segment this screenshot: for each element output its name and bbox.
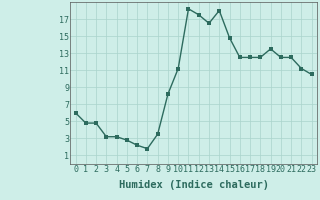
X-axis label: Humidex (Indice chaleur): Humidex (Indice chaleur) (119, 180, 268, 190)
